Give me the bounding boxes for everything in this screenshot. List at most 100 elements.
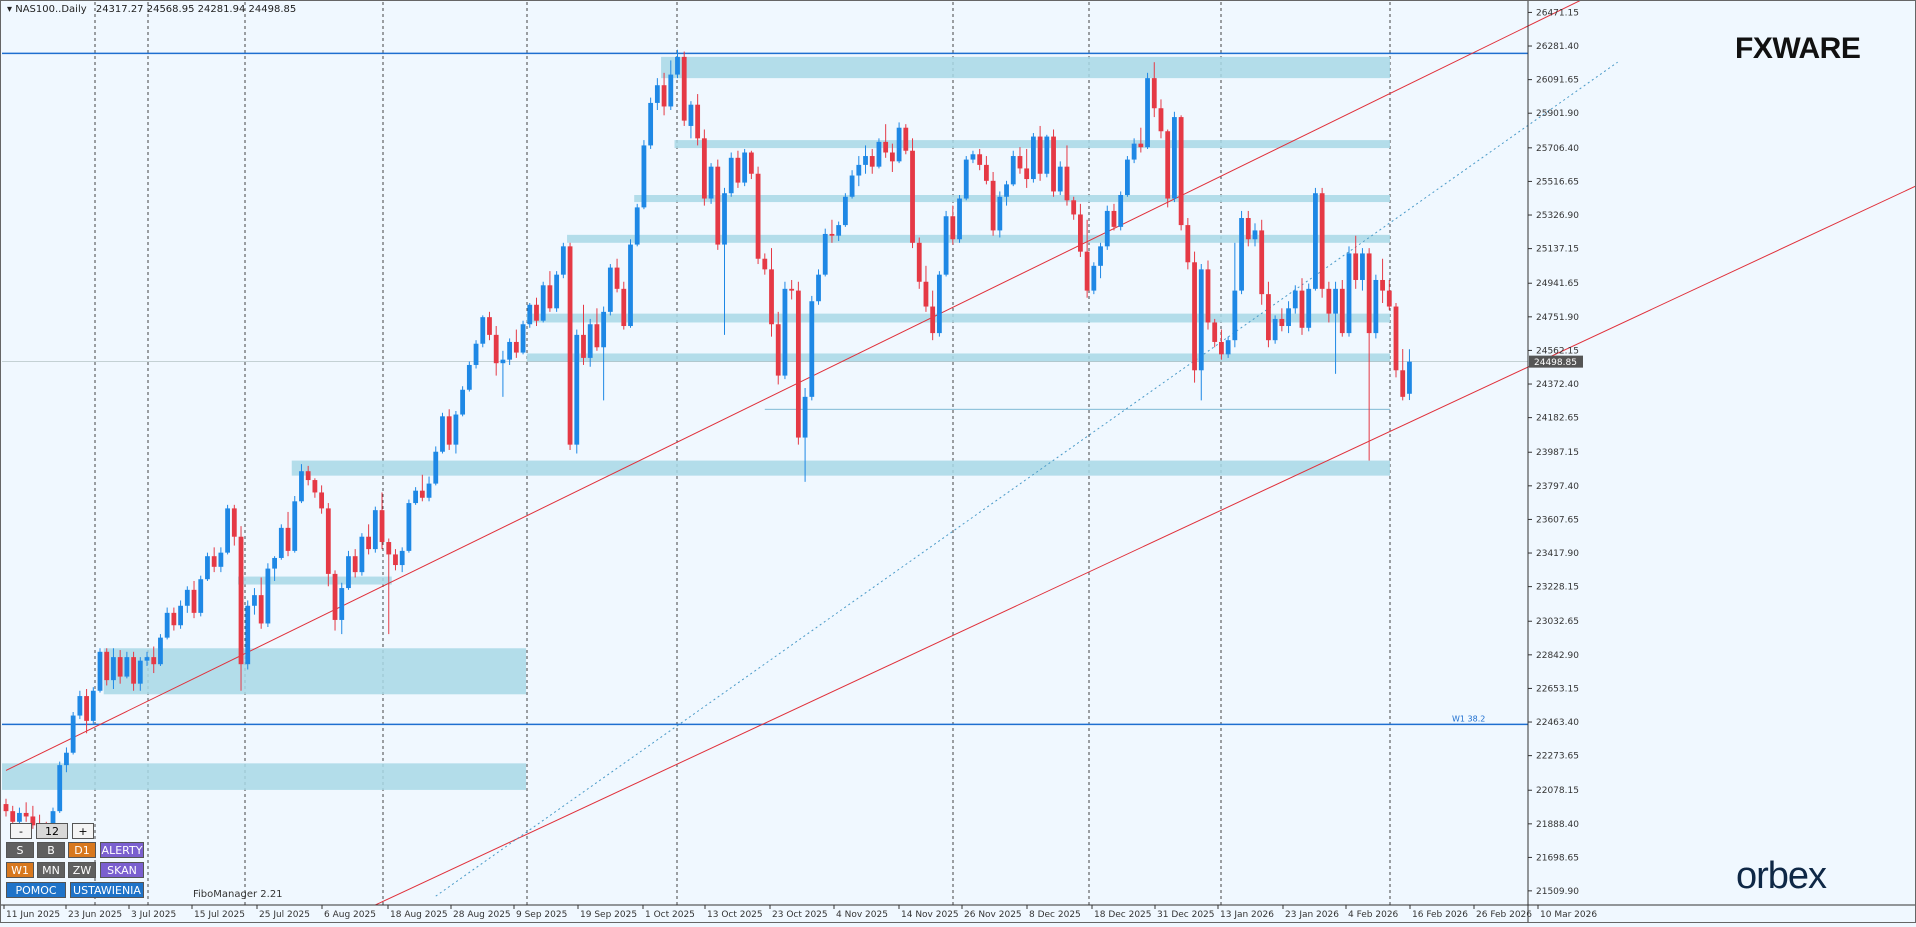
candle	[1393, 303, 1399, 378]
zone-rect	[526, 313, 1390, 323]
candle	[1064, 145, 1070, 206]
candle	[1198, 264, 1204, 401]
y-tick-label: 26091.65	[1536, 76, 1579, 86]
y-tick-label: 25706.40	[1536, 144, 1579, 154]
candle-body	[1319, 193, 1325, 289]
candle-body	[1084, 251, 1090, 291]
candle-body	[547, 285, 553, 309]
candle	[1386, 279, 1392, 311]
candle-body	[923, 281, 929, 307]
candle	[1272, 315, 1278, 344]
candle-body	[1104, 210, 1110, 247]
w1-button[interactable]: W1	[6, 862, 34, 878]
candle-body	[654, 85, 660, 103]
candle-body	[393, 554, 398, 566]
candle	[346, 550, 351, 590]
candle	[842, 193, 848, 227]
candle	[1353, 235, 1359, 289]
price-tag-label: 24498.85	[1534, 358, 1577, 368]
candle-body	[1138, 143, 1144, 148]
candle	[574, 329, 580, 454]
x-tick-label: 18 Dec 2025	[1094, 910, 1152, 920]
candle-body	[285, 527, 291, 551]
s-button[interactable]: S	[6, 842, 34, 858]
period-value[interactable]: 12	[36, 823, 68, 839]
candle-body	[258, 595, 264, 624]
candle	[869, 148, 875, 174]
candle	[554, 271, 560, 312]
candle-body	[1118, 194, 1124, 227]
candle-body	[574, 334, 580, 445]
x-tick-label: 23 Oct 2025	[772, 910, 828, 920]
candle-body	[272, 557, 277, 569]
candle-body	[231, 508, 237, 537]
candle-body	[3, 804, 9, 812]
candle	[1165, 129, 1171, 208]
ohlc-readout: 24317.27 24568.95 24281.94 24498.85	[95, 4, 297, 15]
decrease-button[interactable]: -	[10, 823, 32, 839]
candle-body	[809, 301, 815, 397]
candle-body	[399, 550, 405, 566]
x-tick-label: 4 Feb 2026	[1348, 910, 1399, 920]
candle	[1279, 308, 1285, 332]
d1-button[interactable]: D1	[68, 842, 96, 858]
x-tick-label: 26 Nov 2025	[964, 910, 1022, 920]
candle-body	[1339, 288, 1345, 334]
candle	[1219, 329, 1224, 360]
ustawienia-button[interactable]: USTAWIENIA	[70, 882, 144, 898]
candle-body	[936, 274, 942, 334]
candle-body	[460, 389, 466, 415]
candle	[789, 279, 795, 300]
candle-body	[641, 145, 647, 208]
candle	[231, 504, 237, 546]
skan-button[interactable]: SKAN	[100, 862, 144, 878]
zone-rect	[2, 763, 527, 790]
candle	[104, 648, 110, 686]
candle	[527, 303, 533, 328]
candle	[480, 315, 486, 348]
candle	[493, 326, 499, 376]
increase-button[interactable]: +	[72, 823, 94, 839]
candle	[943, 210, 949, 277]
candle-body	[534, 304, 539, 321]
x-tick-label: 13 Jan 2026	[1220, 910, 1274, 920]
candle	[191, 580, 197, 619]
candle-body	[1245, 218, 1251, 240]
candle-body	[997, 196, 1003, 231]
candle-body	[70, 715, 76, 753]
candle-body	[581, 334, 586, 358]
candle	[782, 281, 788, 380]
candle	[614, 258, 620, 293]
candle-body	[218, 552, 224, 567]
candle	[681, 51, 687, 126]
candle-body	[775, 324, 781, 376]
candle	[775, 311, 781, 385]
x-tick-label: 18 Aug 2025	[390, 910, 448, 920]
pomoc-button[interactable]: POMOC	[6, 882, 66, 898]
candle-body	[124, 657, 130, 677]
x-tick-label: 9 Sep 2025	[516, 910, 567, 920]
candle	[473, 340, 479, 369]
x-tick-label: 23 Jun 2025	[68, 910, 122, 920]
candle-body	[299, 471, 304, 502]
candle-body	[453, 414, 459, 445]
candle	[997, 191, 1003, 238]
b-button[interactable]: B	[37, 842, 65, 858]
candle	[1205, 260, 1211, 330]
candle	[413, 487, 419, 505]
mn-button[interactable]: MN	[37, 862, 65, 878]
candle-body	[896, 127, 902, 162]
candle-body	[10, 811, 16, 822]
dropdown-icon[interactable]: ▾	[7, 4, 13, 15]
candle	[1212, 318, 1218, 348]
candle	[762, 253, 768, 275]
zw-button[interactable]: ZW	[68, 862, 96, 878]
candle	[1333, 281, 1338, 374]
y-tick-label: 26471.15	[1536, 8, 1579, 18]
alerty-button[interactable]: ALERTY	[100, 842, 144, 858]
candle	[534, 297, 539, 327]
candle	[379, 492, 385, 550]
candle	[325, 503, 331, 587]
